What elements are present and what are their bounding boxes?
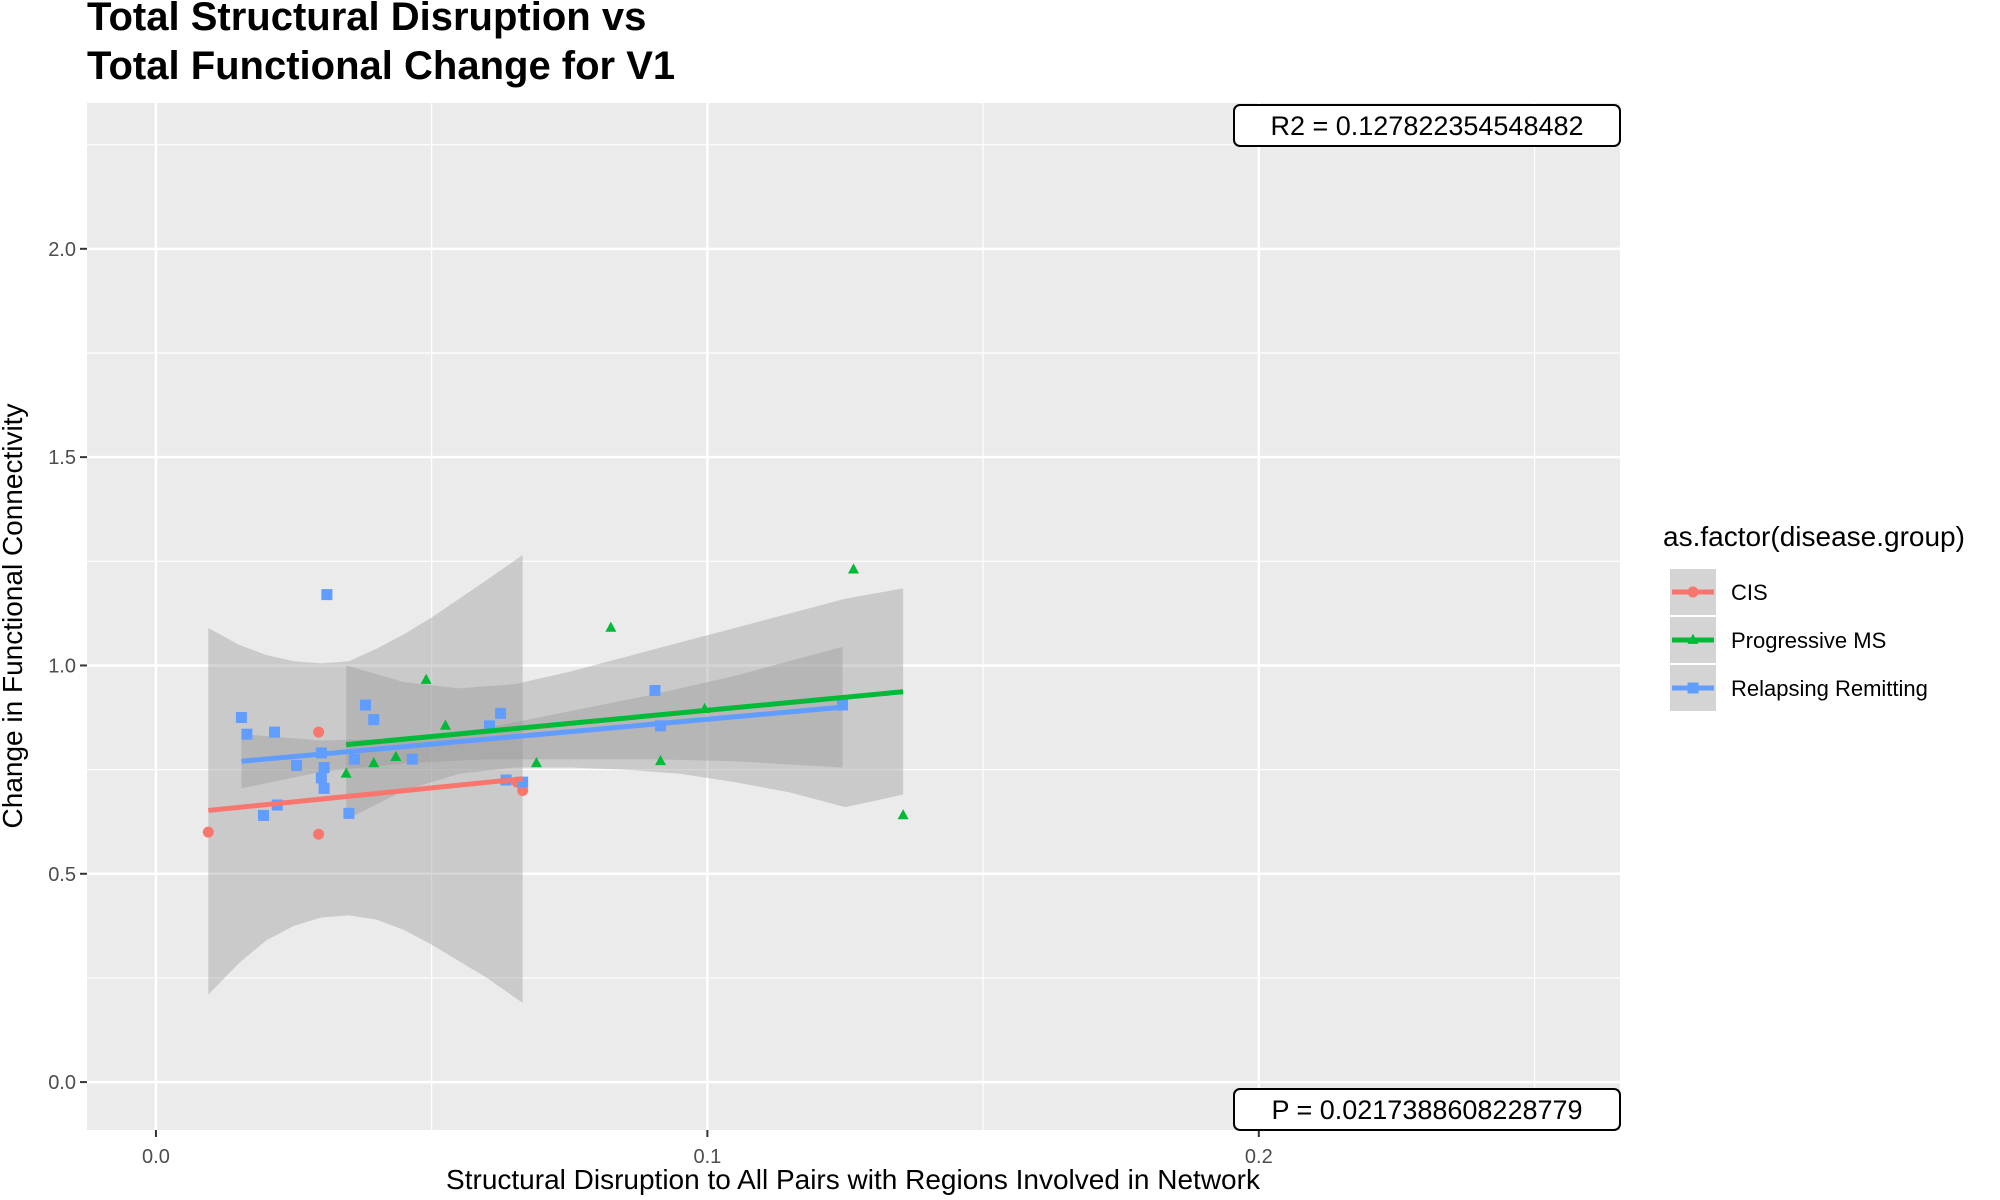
data-point [291,759,303,771]
y-tick-label: 1.0 [48,655,76,677]
data-point [368,714,380,726]
data-point [343,807,355,819]
legend-label: Relapsing Remitting [1731,676,1928,701]
data-point [321,589,333,601]
fit-line [208,776,523,813]
data-point [390,750,402,761]
data-point [359,699,371,711]
data-point [313,828,325,840]
legend-keys: CIS Progressive MS Relapsing Remitting [1670,569,1928,711]
confidence-band [208,555,523,1003]
data-point [318,762,330,774]
legend-label: Progressive MS [1731,628,1886,653]
chart-title-line-1: Total Structural Disruption vs [87,0,646,39]
data-point [235,712,247,724]
axis-ticks: 0.0 0.5 1.0 1.5 2.0 0.0 0.1 0.2 [48,239,1273,1168]
fit-line [241,704,843,764]
p-annotation: P = 0.0217388608228779 [1233,1088,1621,1131]
confidence-band [241,646,843,789]
legend-label: CIS [1731,580,1768,605]
x-tick-label: 0.1 [693,1146,721,1168]
data-point [315,772,327,784]
legend: as.factor(disease.group) CIS Progressive … [1663,521,1965,711]
data-point [257,809,269,821]
data-point [605,621,617,632]
data-point [836,699,848,711]
grid-layer [87,103,1620,1130]
r2-annotation: R2 = 0.127822354548482 [1233,104,1621,147]
legend-key-marker [1687,633,1699,644]
data-point [517,776,529,788]
fit-line [345,689,904,748]
legend-key-marker [1687,586,1699,598]
data-point [517,784,529,796]
data-point [313,726,325,738]
data-point [495,707,507,719]
data-point [649,684,661,696]
data-point [530,757,542,768]
data-point [848,563,859,574]
data-point [484,720,496,732]
y-tick-label: 1.5 [48,447,76,469]
x-axis-title: Structural Disruption to All Pairs with … [446,1164,1261,1195]
data-point [368,757,380,768]
x-tick-label: 0.0 [142,1146,170,1168]
p-annotation-text: P = 0.0217388608228779 [1271,1095,1582,1125]
p-annotation-box [1233,1088,1621,1131]
fit-lines [208,689,904,813]
data-point [654,754,666,766]
data-point [241,728,253,740]
data-point [202,826,214,838]
panel-background [87,103,1620,1130]
r2-annotation-text: R2 = 0.127822354548482 [1270,111,1583,141]
confidence-band [346,588,904,820]
y-tick-label: 0.5 [48,864,76,886]
y-tick-label: 0.0 [48,1072,76,1094]
data-point [406,753,418,765]
x-tick-label: 0.2 [1245,1146,1273,1168]
legend-key-marker [1687,682,1699,694]
data-point [420,673,432,684]
chart-title-line-2: Total Functional Change for V1 [87,44,675,88]
data-point [318,782,330,794]
y-tick-label: 2.0 [48,239,76,261]
y-axis-title: Change in Functional Connectivity [0,404,28,829]
data-point [439,719,451,730]
data-point [340,767,352,778]
r2-annotation-box [1233,104,1621,147]
data-point [268,726,280,738]
legend-title: as.factor(disease.group) [1663,521,1965,552]
data-point [897,809,909,820]
confidence-bands [208,555,904,1003]
data-point [348,753,360,765]
